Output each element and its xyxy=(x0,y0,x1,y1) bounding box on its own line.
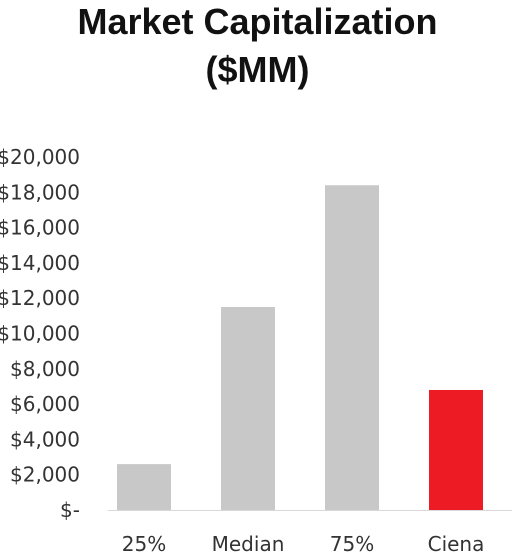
chart-title-line1: Market Capitalization xyxy=(77,1,438,42)
x-category-label: Median xyxy=(212,532,285,556)
y-tick-label: $4,000 xyxy=(10,427,80,451)
x-axis: 25% Median 75% Ciena xyxy=(108,510,512,556)
chart-title-line2: ($MM) xyxy=(205,49,310,90)
y-tick-label: $12,000 xyxy=(0,286,80,310)
y-tick-label: $6,000 xyxy=(10,392,80,416)
bar-25 xyxy=(117,464,171,510)
x-category-label: 75% xyxy=(330,532,374,556)
y-tick-label: $10,000 xyxy=(0,322,80,346)
y-tick-label: $20,000 xyxy=(0,145,80,169)
bar-ciena xyxy=(429,389,483,510)
y-tick-label: $14,000 xyxy=(0,251,80,275)
chart-title: Market Capitalization ($MM) xyxy=(0,0,515,96)
bars xyxy=(117,185,483,511)
y-axis: $- $2,000 $4,000 $6,000 $8,000 $10,000 $12,000… xyxy=(0,145,80,522)
y-tick-label: $16,000 xyxy=(0,216,80,240)
x-category-label: 25% xyxy=(122,532,166,556)
bar-median xyxy=(221,307,275,510)
y-tick-label: $18,000 xyxy=(0,180,80,204)
y-tick-label: $8,000 xyxy=(10,357,80,381)
y-tick-label: $2,000 xyxy=(10,463,80,487)
x-category-label: Ciena xyxy=(428,532,485,556)
y-tick-label: $- xyxy=(60,498,80,522)
bar-75 xyxy=(325,185,379,511)
